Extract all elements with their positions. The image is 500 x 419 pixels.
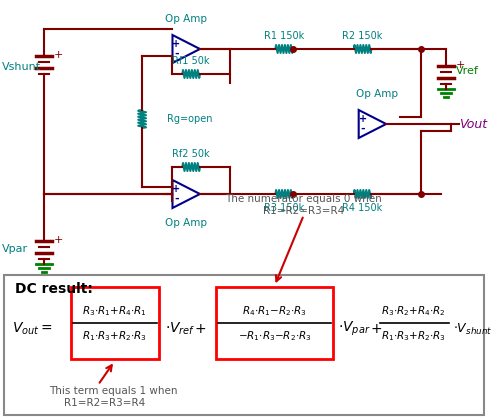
Text: $+$: $+$ [370, 322, 382, 336]
Text: $+$: $+$ [194, 322, 206, 336]
Text: -: - [174, 194, 178, 204]
Text: $V_{out}=$: $V_{out}=$ [12, 321, 52, 337]
Text: ${\cdot}V_{par}$: ${\cdot}V_{par}$ [338, 320, 370, 338]
Text: Vshunt: Vshunt [2, 62, 41, 72]
Text: +: + [54, 235, 64, 245]
Text: $R_4{\cdot}R_1{-}R_2{\cdot}R_3$: $R_4{\cdot}R_1{-}R_2{\cdot}R_3$ [242, 304, 307, 318]
Text: R1=R2=R3=R4: R1=R2=R3=R4 [263, 206, 344, 216]
Text: Vout: Vout [458, 117, 487, 130]
Text: $R_3{\cdot}R_1{+}R_4{\cdot}R_1$: $R_3{\cdot}R_1{+}R_4{\cdot}R_1$ [82, 304, 147, 318]
Text: R3 150k: R3 150k [264, 203, 304, 213]
Text: Vref: Vref [456, 66, 478, 76]
Text: +: + [54, 50, 64, 60]
Text: Op Amp: Op Amp [165, 14, 207, 24]
Text: ${-}R_1{\cdot}R_3{-}R_2{\cdot}R_3$: ${-}R_1{\cdot}R_3{-}R_2{\cdot}R_3$ [238, 329, 311, 343]
Text: -: - [360, 124, 365, 134]
Text: +: + [358, 114, 366, 124]
Text: Rf2 50k: Rf2 50k [172, 149, 210, 159]
Text: ${\cdot}V_{shunt}$: ${\cdot}V_{shunt}$ [453, 321, 492, 336]
Text: $R_1{\cdot}R_3{+}R_2{\cdot}R_3$: $R_1{\cdot}R_3{+}R_2{\cdot}R_3$ [82, 329, 147, 343]
FancyBboxPatch shape [4, 275, 484, 415]
Text: +: + [172, 184, 180, 194]
Text: Rg=open: Rg=open [166, 114, 212, 124]
Text: The numerator equals 0 when: The numerator equals 0 when [226, 194, 382, 204]
Text: R1 150k: R1 150k [264, 31, 304, 41]
Text: Vpar: Vpar [2, 244, 28, 254]
Text: +: + [456, 60, 465, 70]
Text: ${\cdot}V_{ref}$: ${\cdot}V_{ref}$ [164, 321, 195, 337]
Text: DC result:: DC result: [14, 282, 92, 296]
Text: -: - [174, 49, 178, 59]
Text: Op Amp: Op Amp [356, 89, 399, 99]
Text: Rf1 50k: Rf1 50k [172, 56, 210, 66]
Text: +: + [172, 39, 180, 49]
Text: Op Amp: Op Amp [165, 218, 207, 228]
Text: R2 150k: R2 150k [342, 31, 383, 41]
Text: R1=R2=R3=R4: R1=R2=R3=R4 [64, 398, 145, 408]
Text: R4 150k: R4 150k [342, 203, 382, 213]
Text: $R_1{\cdot}R_3{+}R_2{\cdot}R_3$: $R_1{\cdot}R_3{+}R_2{\cdot}R_3$ [381, 329, 446, 343]
Text: This term equals 1 when: This term equals 1 when [49, 386, 178, 396]
Text: $R_3{\cdot}R_2{+}R_4{\cdot}R_2$: $R_3{\cdot}R_2{+}R_4{\cdot}R_2$ [381, 304, 446, 318]
